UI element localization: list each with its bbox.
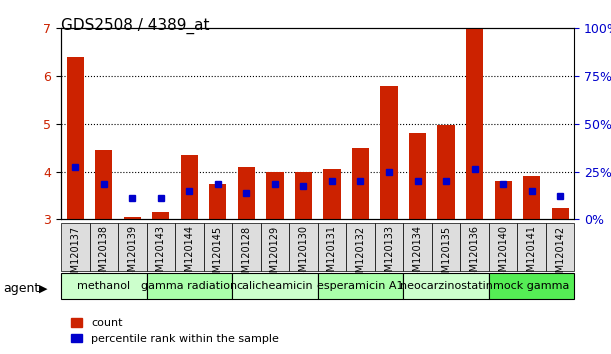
Text: GSM120139: GSM120139 <box>127 225 137 284</box>
Bar <box>552 207 569 219</box>
Text: GSM120128: GSM120128 <box>241 225 252 285</box>
FancyBboxPatch shape <box>460 223 489 271</box>
Text: GSM120135: GSM120135 <box>441 225 451 285</box>
Text: neocarzinostatin: neocarzinostatin <box>400 281 492 291</box>
Text: GSM120134: GSM120134 <box>412 225 423 284</box>
FancyBboxPatch shape <box>118 223 147 271</box>
Text: GDS2508 / 4389_at: GDS2508 / 4389_at <box>61 18 210 34</box>
Bar <box>409 133 426 219</box>
Text: GSM120143: GSM120143 <box>156 225 166 284</box>
FancyBboxPatch shape <box>318 273 403 299</box>
Text: agent: agent <box>3 282 39 295</box>
FancyBboxPatch shape <box>518 223 546 271</box>
FancyBboxPatch shape <box>432 223 460 271</box>
Text: GSM120144: GSM120144 <box>185 225 194 284</box>
Text: methanol: methanol <box>78 281 130 291</box>
FancyBboxPatch shape <box>318 223 346 271</box>
FancyBboxPatch shape <box>61 273 147 299</box>
FancyBboxPatch shape <box>232 223 261 271</box>
Bar <box>210 184 227 219</box>
Text: GSM120130: GSM120130 <box>298 225 309 284</box>
FancyBboxPatch shape <box>289 223 318 271</box>
Bar <box>494 181 511 219</box>
FancyBboxPatch shape <box>489 223 518 271</box>
Bar <box>381 86 398 219</box>
Bar <box>323 169 340 219</box>
FancyBboxPatch shape <box>232 273 318 299</box>
FancyBboxPatch shape <box>403 223 432 271</box>
Bar <box>352 148 369 219</box>
FancyBboxPatch shape <box>261 223 289 271</box>
FancyBboxPatch shape <box>403 273 489 299</box>
Text: ▶: ▶ <box>38 284 47 293</box>
FancyBboxPatch shape <box>61 223 90 271</box>
Text: GSM120142: GSM120142 <box>555 225 565 285</box>
Bar <box>95 150 112 219</box>
Bar <box>466 28 483 219</box>
FancyBboxPatch shape <box>147 223 175 271</box>
FancyBboxPatch shape <box>147 273 232 299</box>
Text: GSM120137: GSM120137 <box>70 225 81 285</box>
Text: GSM120136: GSM120136 <box>469 225 480 284</box>
Text: gamma radiation: gamma radiation <box>141 281 238 291</box>
Bar <box>437 125 455 219</box>
FancyBboxPatch shape <box>375 223 403 271</box>
Text: calicheamicin: calicheamicin <box>236 281 313 291</box>
Text: GSM120141: GSM120141 <box>527 225 536 284</box>
Bar <box>238 167 255 219</box>
Text: mock gamma: mock gamma <box>493 281 569 291</box>
Text: esperamicin A1: esperamicin A1 <box>317 281 404 291</box>
Text: GSM120140: GSM120140 <box>498 225 508 284</box>
FancyBboxPatch shape <box>489 273 574 299</box>
FancyBboxPatch shape <box>546 223 574 271</box>
Text: GSM120133: GSM120133 <box>384 225 394 284</box>
Legend: count, percentile rank within the sample: count, percentile rank within the sample <box>67 314 284 348</box>
Bar <box>124 217 141 219</box>
Text: GSM120131: GSM120131 <box>327 225 337 284</box>
Bar <box>152 212 169 219</box>
FancyBboxPatch shape <box>175 223 203 271</box>
FancyBboxPatch shape <box>90 223 118 271</box>
Text: GSM120129: GSM120129 <box>270 225 280 285</box>
Bar <box>67 57 84 219</box>
Text: GSM120138: GSM120138 <box>99 225 109 284</box>
Text: GSM120132: GSM120132 <box>356 225 365 285</box>
Bar <box>266 172 284 219</box>
Text: GSM120145: GSM120145 <box>213 225 223 285</box>
Bar <box>295 172 312 219</box>
Bar <box>181 155 198 219</box>
FancyBboxPatch shape <box>346 223 375 271</box>
FancyBboxPatch shape <box>203 223 232 271</box>
Bar <box>523 176 540 219</box>
